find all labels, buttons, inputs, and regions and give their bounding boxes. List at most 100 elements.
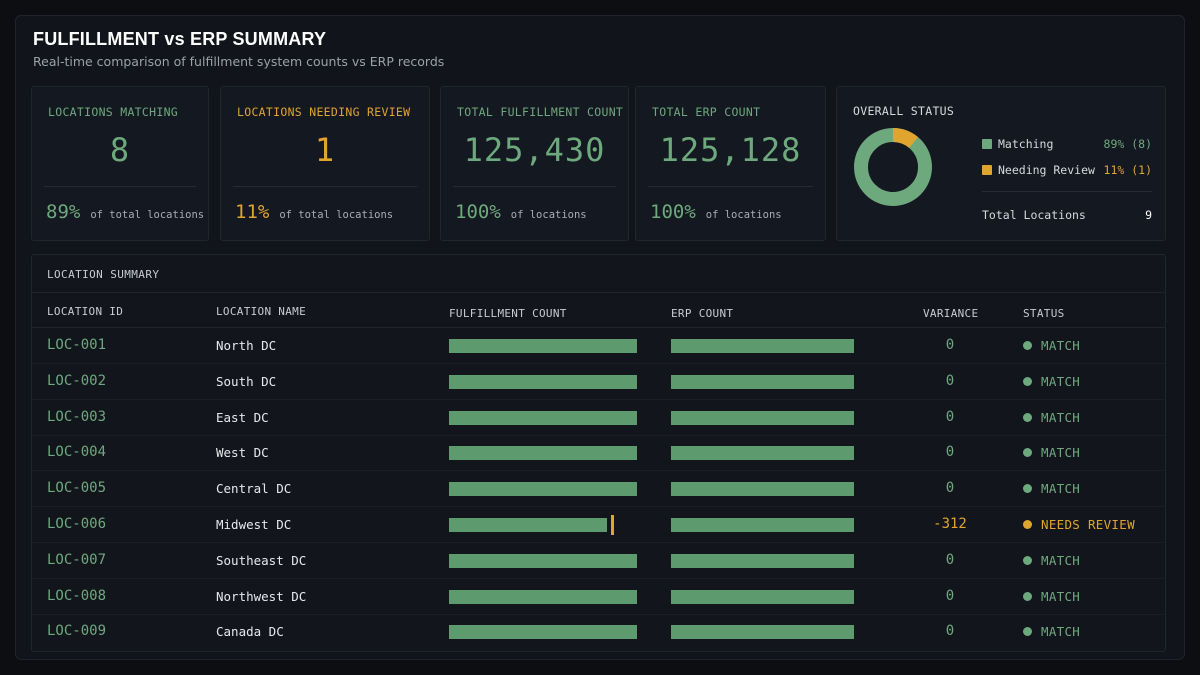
overall-status-label: OVERALL STATUS xyxy=(853,104,954,118)
erp-bar-fill xyxy=(671,339,854,353)
table-row[interactable]: LOC-006 Midwest DC -312 NEEDS REVIEW xyxy=(32,507,1165,543)
erp-bar-fill xyxy=(671,554,854,568)
status-text: NEEDS REVIEW xyxy=(1041,517,1135,532)
legend-name: Matching xyxy=(998,137,1104,151)
status-badge: MATCH xyxy=(1023,481,1080,496)
status-badge: MATCH xyxy=(1023,338,1080,353)
card-locations-needing-review: LOCATIONS NEEDING REVIEW 1 11% of total … xyxy=(220,86,430,241)
card-value: 125,430 xyxy=(441,131,628,169)
status-dot-icon xyxy=(1023,520,1032,529)
erp-bar-fill xyxy=(671,482,854,496)
erp-count-bar xyxy=(671,518,854,532)
location-id[interactable]: LOC-007 xyxy=(47,552,106,568)
column-header-erp-count[interactable]: ERP COUNT xyxy=(671,307,733,320)
location-id[interactable]: LOC-002 xyxy=(47,373,106,389)
location-id[interactable]: LOC-005 xyxy=(47,480,106,496)
variance-value: 0 xyxy=(900,337,1000,353)
fulfillment-count-bar xyxy=(449,482,637,496)
location-id[interactable]: LOC-009 xyxy=(47,623,106,639)
location-name: North DC xyxy=(216,338,276,353)
table-row[interactable]: LOC-001 North DC 0 MATCH xyxy=(32,328,1165,364)
table-row[interactable]: LOC-003East DC0MATCH xyxy=(32,400,1165,436)
location-name: Central DC xyxy=(216,481,291,496)
table-row[interactable]: LOC-009 Canada DC 0 MATCH xyxy=(32,614,1165,649)
column-header-location-id[interactable]: LOCATION ID xyxy=(47,305,123,318)
status-badge: NEEDS REVIEW xyxy=(1023,517,1135,532)
fulfillment-bar-fill xyxy=(449,482,637,496)
status-dot-icon xyxy=(1023,413,1032,422)
table-title: LOCATION SUMMARY xyxy=(47,268,159,281)
location-id[interactable]: LOC-003 xyxy=(47,409,106,425)
variance-value: 0 xyxy=(900,409,1000,425)
legend-item-matching: Matching 89% (8) xyxy=(982,137,1152,151)
card-percent: 100% xyxy=(455,201,501,223)
fulfillment-bar-fill xyxy=(449,554,637,568)
variance-value: 0 xyxy=(900,444,1000,460)
card-divider xyxy=(233,186,417,187)
fulfillment-bar-fill xyxy=(449,625,637,639)
location-name: Canada DC xyxy=(216,624,284,639)
card-label: LOCATIONS MATCHING xyxy=(48,105,178,119)
card-value: 8 xyxy=(32,131,208,169)
table-row[interactable]: LOC-005Central DC0MATCH xyxy=(32,471,1165,507)
card-percent: 100% xyxy=(650,201,696,223)
location-name: Midwest DC xyxy=(216,517,291,532)
location-id[interactable]: LOC-004 xyxy=(47,444,106,460)
erp-bar-fill xyxy=(671,375,854,389)
legend-value: 11% (1) xyxy=(1104,163,1152,177)
location-id[interactable]: LOC-008 xyxy=(47,588,106,604)
status-badge: MATCH xyxy=(1023,374,1080,389)
status-text: MATCH xyxy=(1041,481,1080,496)
erp-bar-fill xyxy=(671,518,854,532)
fulfillment-count-bar xyxy=(449,446,637,460)
column-header-variance[interactable]: VARIANCE xyxy=(923,307,978,320)
fulfillment-count-bar xyxy=(449,625,637,639)
location-id[interactable]: LOC-006 xyxy=(47,516,106,532)
erp-bar-fill xyxy=(671,590,854,604)
status-dot-icon xyxy=(1023,448,1032,457)
card-subtext: of total locations xyxy=(90,209,204,221)
status-dot-icon xyxy=(1023,484,1032,493)
column-header-location-name[interactable]: LOCATION NAME xyxy=(216,305,306,318)
variance-value: 0 xyxy=(900,588,1000,604)
variance-value: 0 xyxy=(900,623,1000,639)
erp-bar-fill xyxy=(671,446,854,460)
erp-bar-fill xyxy=(671,625,854,639)
location-name: East DC xyxy=(216,410,269,425)
location-name: Northwest DC xyxy=(216,589,306,604)
table-row[interactable]: LOC-008 Northwest DC 0 MATCH xyxy=(32,579,1165,615)
table-row[interactable]: LOC-004 West DC 0 MATCH xyxy=(32,435,1165,471)
status-text: MATCH xyxy=(1041,374,1080,389)
fulfillment-count-bar xyxy=(449,375,637,389)
card-locations-matching: LOCATIONS MATCHING 8 89% of total locati… xyxy=(31,86,209,241)
location-name: West DC xyxy=(216,445,269,460)
fulfillment-bar-fill xyxy=(449,339,637,353)
card-percent: 11% xyxy=(235,201,269,223)
card-label: TOTAL FULFILLMENT COUNT xyxy=(457,105,623,119)
card-label: LOCATIONS NEEDING REVIEW xyxy=(237,105,410,119)
total-locations-row: Total Locations 9 xyxy=(982,208,1152,222)
legend-swatch xyxy=(982,165,992,175)
status-text: MATCH xyxy=(1041,624,1080,639)
variance-value: -312 xyxy=(900,516,1000,532)
column-header-status[interactable]: STATUS xyxy=(1023,307,1065,320)
card-overall-status: OVERALL STATUS Matching 89% (8) Needing … xyxy=(836,86,1166,241)
card-subtext: of total locations xyxy=(279,209,393,221)
status-dot-icon xyxy=(1023,341,1032,350)
column-header-fulfillment-count[interactable]: FULFILLMENT COUNT xyxy=(449,307,567,320)
table-row[interactable]: LOC-002South DC0MATCH xyxy=(32,364,1165,400)
card-divider xyxy=(453,186,616,187)
card-total-erp-count: TOTAL ERP COUNT 125,128 100% of location… xyxy=(635,86,826,241)
table-row[interactable]: LOC-007Southeast DC0MATCH xyxy=(32,543,1165,579)
location-id[interactable]: LOC-001 xyxy=(47,337,106,353)
status-text: MATCH xyxy=(1041,445,1080,460)
status-donut-chart xyxy=(853,127,933,207)
legend-item-needing-review: Needing Review 11% (1) xyxy=(982,163,1152,177)
variance-marker xyxy=(611,515,614,535)
status-text: MATCH xyxy=(1041,589,1080,604)
erp-count-bar xyxy=(671,411,854,425)
status-badge: MATCH xyxy=(1023,553,1080,568)
legend-value: 89% (8) xyxy=(1104,137,1152,151)
status-dot-icon xyxy=(1023,377,1032,386)
legend-swatch xyxy=(982,139,992,149)
